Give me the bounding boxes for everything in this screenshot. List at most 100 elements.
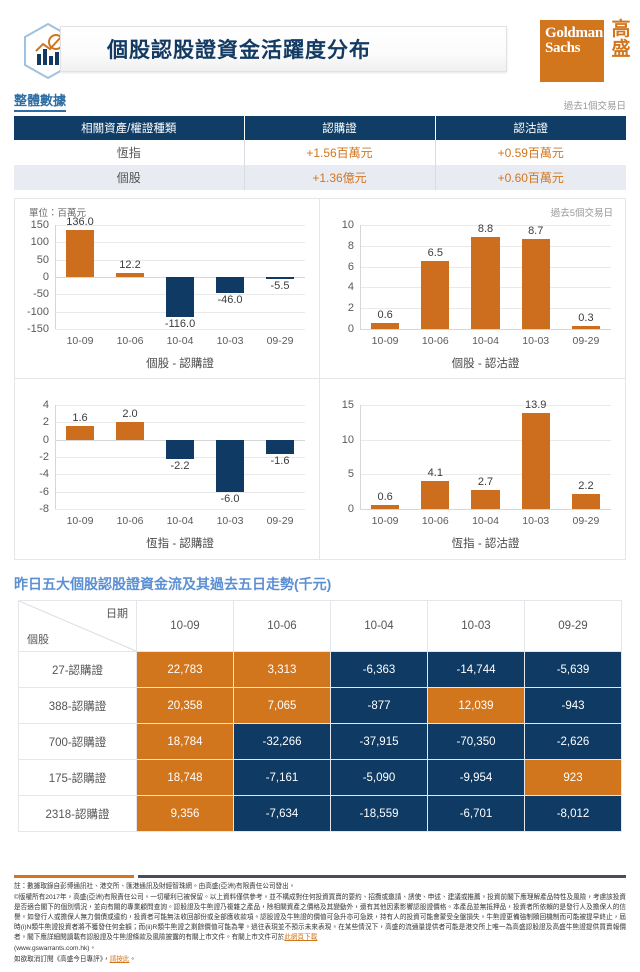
footer-copyright-text: ©版權所有2017年，高盛(亞洲)有限責任公司。一切權利已被保留。以上資料僅供參…	[14, 894, 626, 941]
brand-logo-en-line2: Sachs	[545, 40, 581, 56]
chart-bars: 0.6 4.1 2.7 13.9 2.2	[360, 399, 611, 509]
flows-cell: 22,783	[136, 651, 234, 688]
flows-date-header: 10-09	[136, 600, 234, 652]
chart-x-tick: 10-06	[421, 515, 449, 527]
table-row: 175-認購證 18,748 -7,161 -5,090 -9,954 923	[18, 759, 622, 796]
chart-x-tick: 10-06	[116, 335, 144, 347]
table-row: 2318-認購證 9,356 -7,634 -18,559 -6,701 -8,012	[18, 795, 622, 832]
chart-magnifier-icon	[22, 22, 74, 80]
chart-gridline	[360, 439, 611, 441]
chart-bar-label: -6.0	[220, 492, 240, 505]
flows-cell: -6,701	[427, 795, 525, 832]
chart-title: 恆指 - 認沽證	[451, 538, 520, 550]
chart-stock-call: 單位：百萬元 150 100 50 0 -50 -100 -150 136.0 12.2 -116…	[15, 199, 320, 379]
chart-y-tick: -8	[39, 503, 49, 515]
flows-cell: 9,356	[136, 795, 234, 832]
chart-bar-slot: 0.3	[561, 225, 611, 329]
chart-bar-label: 8.8	[477, 223, 494, 236]
flows-cell: 18,784	[136, 723, 234, 760]
chart-y-tick: 0	[347, 323, 354, 335]
flows-cell: -37,915	[330, 723, 428, 760]
chart-y-tick: 50	[36, 253, 49, 266]
chart-bar	[421, 261, 450, 329]
chart-y-tick: 10	[341, 219, 354, 231]
overall-row-put: +0.60百萬元	[435, 165, 626, 190]
chart-bar-slot: 1.6	[55, 405, 105, 509]
chart-bar-label: 1.6	[72, 411, 88, 424]
chart-bars: 0.6 6.5 8.8 8.7 0.3	[360, 223, 611, 329]
chart-bar-label: -46.0	[217, 293, 243, 306]
chart-bar-slot: -116.0	[155, 225, 205, 331]
flows-cell: -70,350	[427, 723, 525, 760]
table-row: 27-認購證 22,783 3,313 -6,363 -14,744 -5,639	[18, 651, 622, 688]
page-title-bar: 個股認股證資金活躍度分布	[60, 26, 507, 72]
footer-divider-dark	[138, 875, 626, 878]
chart-bar	[216, 439, 244, 492]
chart-bar-label: 0.3	[578, 311, 594, 324]
chart-x-axis: 10-09 10-06 10-04 10-03 09-29	[55, 515, 305, 527]
chart-unit-label: 單位：百萬元	[29, 208, 87, 219]
chart-x-tick: 09-29	[572, 515, 600, 527]
chart-x-tick: 10-09	[66, 515, 94, 527]
footer-divider-orange	[14, 875, 134, 878]
chart-x-tick: 10-03	[522, 515, 550, 527]
footer-unsubscribe-tail: 。	[129, 956, 136, 963]
chart-bar	[66, 425, 94, 440]
flows-cell: -877	[330, 687, 428, 724]
chart-bar	[116, 272, 144, 277]
overall-col-asset: 相關資產/權證種類	[14, 116, 245, 140]
page-footer: 註：數據取錄自彭博通訊社、港交所、匯港通訊及財經智珠網。由高盛(亞洲)有限責任公…	[0, 875, 640, 972]
footer-divider	[14, 875, 626, 878]
flows-cell: -32,266	[233, 723, 331, 760]
overall-col-call: 認購證	[244, 116, 436, 140]
chart-bar	[166, 439, 194, 459]
chart-gridline	[55, 491, 305, 493]
flows-row-name: 388-認購證	[18, 687, 137, 724]
chart-x-axis: 10-09 10-06 10-04 10-03 09-29	[55, 335, 305, 347]
chart-bar-slot: 0.6	[360, 225, 410, 329]
chart-axis-line	[360, 225, 361, 329]
chart-bar-label: 8.7	[528, 224, 544, 237]
brand-logo-en-line1: Goldman	[545, 25, 603, 41]
brand-logo: Goldman Sachs 高盛	[540, 20, 632, 82]
chart-bar-slot: 8.7	[511, 225, 561, 329]
chart-bar-label: -116.0	[164, 318, 196, 331]
chart-bar	[371, 504, 400, 509]
chart-bar-slot: -2.2	[155, 405, 205, 509]
flows-date-header: 10-03	[427, 600, 525, 652]
flows-corner-date-label: 日期	[106, 608, 128, 620]
chart-bar-label: 2.7	[477, 476, 494, 489]
chart-x-tick: 09-29	[266, 335, 294, 347]
chart-y-tick: 4	[347, 281, 354, 294]
chart-x-tick: 09-29	[572, 335, 600, 347]
flows-table-header-row: 日期 個股 10-09 10-06 10-04 10-03 09-29	[18, 600, 622, 652]
chart-y-tick: 2	[347, 302, 354, 315]
footer-download-link[interactable]: 此網頁下載	[284, 934, 318, 941]
chart-bars: 1.6 2.0 -2.2 -6.0 -1.6	[55, 405, 305, 509]
chart-plot: 10 8 6 4 2 0 0.6 6.5 8.8 8.7 0.3 10-09 10-06 10-04 10-…	[320, 219, 625, 378]
chart-bar-label: 4.1	[427, 466, 443, 479]
chart-bar-slot: 2.2	[561, 405, 611, 509]
table-row: 388-認購證 20,358 7,065 -877 12,039 -943	[18, 687, 622, 724]
chart-gridline	[55, 509, 305, 510]
chart-bar-slot: 2.7	[460, 405, 510, 509]
footer-unsubscribe-link[interactable]: 請按此	[109, 956, 130, 963]
flows-cell: -7,634	[233, 795, 331, 832]
flows-cell: -2,626	[524, 723, 622, 760]
chart-x-tick: 10-09	[66, 335, 94, 347]
chart-bar	[571, 493, 600, 509]
chart-x-axis: 10-09 10-06 10-04 10-03 09-29	[360, 335, 611, 347]
chart-x-tick: 10-04	[472, 515, 499, 527]
chart-bar-slot: 4.1	[410, 405, 460, 509]
chart-bars: 136.0 12.2 -116.0 -46.0 -5.5	[55, 216, 305, 331]
flows-row-name: 27-認購證	[18, 651, 137, 688]
flows-cell: -14,744	[427, 651, 525, 688]
flows-date-header: 10-04	[330, 600, 428, 652]
chart-hsi-call: 4 2 0 -2 -4 -6 -8 1.6 2.0 -2.2 -6.0 -1.6 10-09 10-06 1…	[15, 379, 320, 559]
chart-x-tick: 10-04	[166, 335, 194, 347]
chart-bar	[166, 277, 194, 318]
overall-row-put: +0.59百萬元	[435, 140, 626, 165]
chart-bar-slot: 0.6	[360, 405, 410, 509]
chart-gridline	[360, 474, 611, 476]
